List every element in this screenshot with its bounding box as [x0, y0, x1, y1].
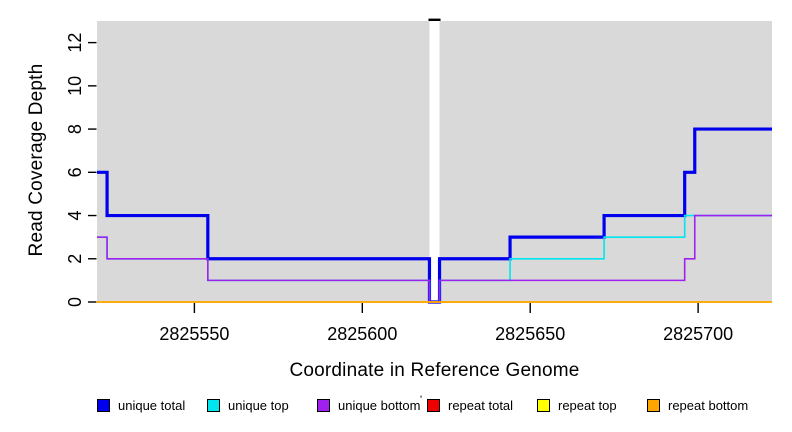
- legend-label: repeat total: [448, 398, 514, 413]
- x-tick-label: 2825700: [663, 324, 733, 344]
- legend-item-unique-total: unique total: [97, 398, 207, 413]
- legend-label: repeat top: [558, 398, 617, 413]
- x-tick-label: 2825600: [327, 324, 397, 344]
- legend-label: repeat bottom: [668, 398, 749, 413]
- legend-item-repeat-total: repeat total: [427, 398, 537, 413]
- legend-swatch-icon: [537, 399, 550, 412]
- legend-stray-mark: ': [420, 394, 423, 406]
- legend-swatch-icon: [317, 399, 330, 412]
- legend-swatch-icon: [647, 399, 660, 412]
- x-tick-label: 2825650: [495, 324, 565, 344]
- x-axis-title: Coordinate in Reference Genome: [289, 360, 580, 381]
- series-line-unique-total: [97, 127, 772, 304]
- legend-swatch-icon: [97, 399, 110, 412]
- legend-label: unique total: [118, 398, 186, 413]
- y-tick-label: 4: [65, 211, 85, 221]
- y-axis-title: Read Coverage Depth: [26, 63, 47, 257]
- y-tick-label: 8: [65, 124, 85, 134]
- legend-swatch-icon: [427, 399, 440, 412]
- legend-item-unique-bottom: unique bottom: [317, 398, 427, 413]
- y-tick-label: 6: [65, 167, 85, 177]
- x-tick-label: 2825550: [159, 324, 229, 344]
- gap-band: [429, 21, 440, 302]
- gap-top-marker: [428, 18, 441, 21]
- legend-label: unique bottom: [338, 398, 421, 413]
- legend-swatch-icon: [207, 399, 220, 412]
- y-tick-label: 12: [65, 33, 85, 53]
- legend-item-unique-top: unique top: [207, 398, 317, 413]
- plot-legend: unique total unique top unique bottom repea…: [97, 398, 757, 413]
- legend-item-repeat-bottom: repeat bottom: [647, 398, 757, 413]
- y-tick-label: 10: [65, 76, 85, 96]
- y-tick-label: 0: [65, 297, 85, 307]
- legend-label: unique top: [228, 398, 289, 413]
- legend-item-repeat-top: repeat top: [537, 398, 647, 413]
- y-tick-label: 2: [65, 254, 85, 264]
